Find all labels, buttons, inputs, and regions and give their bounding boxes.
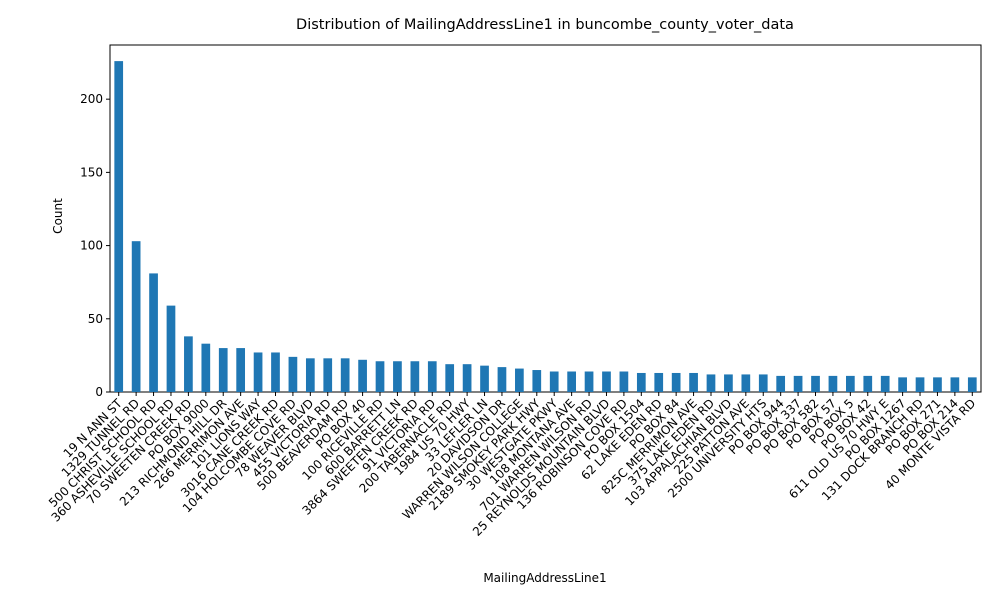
y-tick-label: 0 <box>95 385 103 399</box>
bar <box>218 348 228 392</box>
bar <box>584 371 594 392</box>
bar <box>532 370 542 392</box>
bar <box>515 368 524 392</box>
bar <box>671 372 681 392</box>
bar <box>497 367 507 392</box>
plot-frame <box>109 44 982 393</box>
bar <box>758 374 768 392</box>
bar <box>166 305 176 392</box>
bar <box>445 364 455 392</box>
bar <box>636 372 646 392</box>
bar <box>793 375 803 392</box>
y-tick-label: 150 <box>80 165 103 179</box>
bar <box>619 371 629 392</box>
y-axis-label: Count <box>51 198 65 234</box>
chart-title: Distribution of MailingAddressLine1 in b… <box>296 17 794 33</box>
bar <box>741 374 751 392</box>
bar <box>201 343 211 392</box>
bar <box>915 377 925 392</box>
y-axis: 0 50 100 150 200 <box>80 92 110 399</box>
bar <box>846 375 855 392</box>
bar <box>427 361 437 392</box>
y-tick-label: 100 <box>80 239 103 253</box>
bar <box>567 371 576 392</box>
bar <box>358 359 367 392</box>
y-tick-label: 50 <box>88 312 103 326</box>
bar <box>323 358 333 392</box>
bar <box>184 336 193 392</box>
bar <box>828 375 838 392</box>
bar <box>288 356 298 392</box>
plot-area <box>109 44 982 393</box>
bar <box>549 371 559 392</box>
bar <box>480 365 489 392</box>
bar <box>689 372 698 392</box>
bar <box>253 352 263 392</box>
bar <box>654 372 664 392</box>
bar <box>967 377 977 392</box>
bar <box>236 348 246 392</box>
bar <box>410 361 420 392</box>
bar <box>880 375 890 392</box>
bar <box>114 61 124 393</box>
bar <box>305 358 315 392</box>
bar <box>863 375 873 392</box>
x-axis-label: MailingAddressLine1 <box>483 571 606 585</box>
bar <box>933 377 942 392</box>
bar <box>271 352 280 392</box>
bar <box>131 241 141 392</box>
bar <box>724 374 733 392</box>
bar <box>776 375 786 392</box>
bar <box>706 374 716 392</box>
bar <box>462 364 472 392</box>
bar <box>898 377 907 392</box>
bar <box>375 361 385 392</box>
bar <box>340 358 350 392</box>
bars <box>114 61 977 393</box>
bar <box>950 377 960 392</box>
bar <box>393 361 402 392</box>
bar <box>811 375 820 392</box>
bar <box>602 371 611 392</box>
y-tick-label: 200 <box>80 92 103 106</box>
bar <box>149 273 158 392</box>
